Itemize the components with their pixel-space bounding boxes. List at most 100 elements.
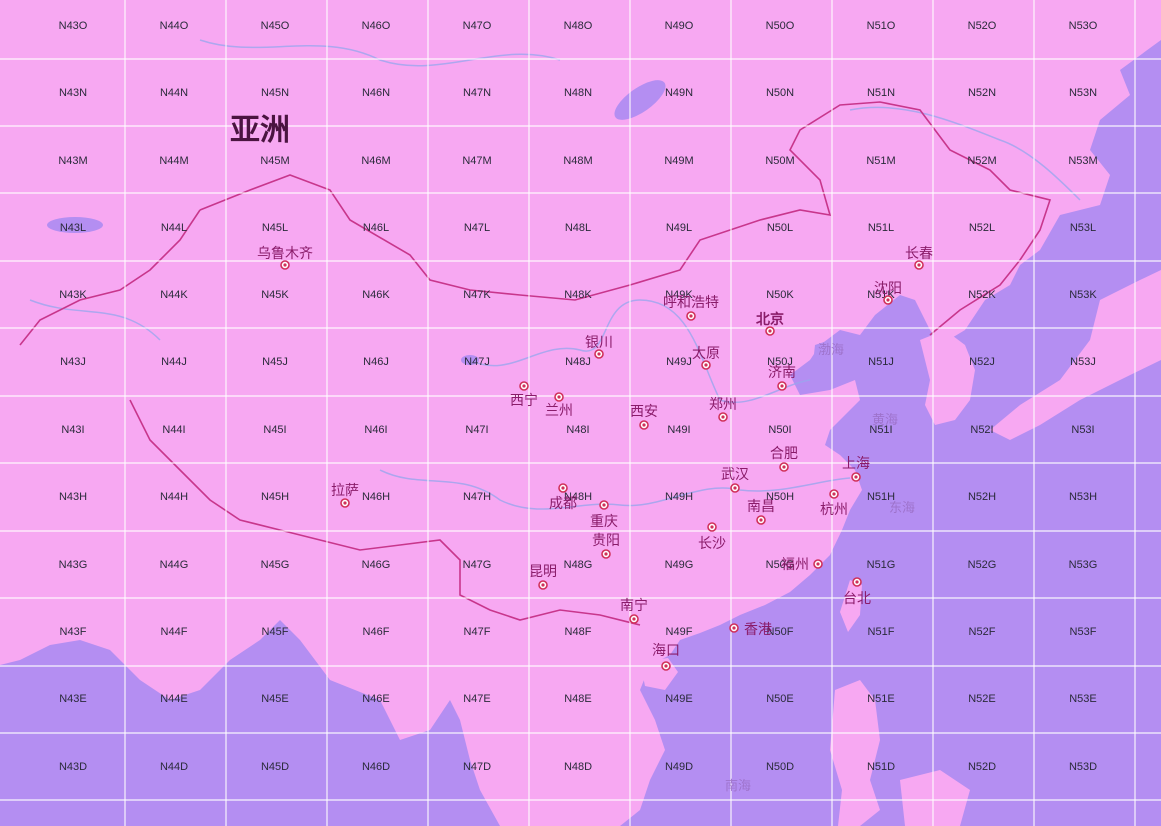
grid-cell-label[interactable]: N48G [564,559,593,571]
grid-cell-label[interactable]: N47L [464,222,490,234]
grid-cell-label[interactable]: N47E [463,693,491,705]
grid-cell-label[interactable]: N49K [665,289,693,301]
grid-cell-label[interactable]: N51M [866,155,895,167]
grid-cell-label[interactable]: N44F [161,626,188,638]
city-changchun[interactable]: 长春 [905,246,933,270]
grid-cell-label[interactable]: N51O [867,20,896,32]
grid-cell-label[interactable]: N53F [1070,626,1097,638]
grid-cell-label[interactable]: N48L [565,222,591,234]
grid-cell-label[interactable]: N48M [563,155,592,167]
grid-cell-label[interactable]: N50K [766,289,794,301]
grid-cell-label[interactable]: N51N [867,87,895,99]
city-haikou[interactable]: 海口 [652,643,680,671]
grid-cell-label[interactable]: N49M [664,155,693,167]
grid-cell-label[interactable]: N51F [868,626,895,638]
grid-cell-label[interactable]: N43I [61,424,84,436]
grid-cell-label[interactable]: N43K [59,289,87,301]
grid-cell-label[interactable]: N46K [362,289,390,301]
grid-cell-label[interactable]: N46I [364,424,387,436]
grid-cell-label[interactable]: N47K [463,289,491,301]
grid-cell-label[interactable]: N45G [261,559,290,571]
grid-cell-label[interactable]: N46L [363,222,389,234]
grid-cell-label[interactable]: N43N [59,87,87,99]
grid-cell-label[interactable]: N52J [969,356,995,368]
grid-cell-label[interactable]: N53M [1068,155,1097,167]
city-wuhan[interactable]: 武汉 [721,467,749,493]
city-xining[interactable]: 西宁 [510,381,538,409]
grid-cell-label[interactable]: N52M [967,155,996,167]
grid-cell-label[interactable]: N46H [362,491,390,503]
grid-cell-label[interactable]: N48E [564,693,592,705]
grid-cell-label[interactable]: N52F [969,626,996,638]
grid-cell-label[interactable]: N47D [463,761,491,773]
grid-cell-label[interactable]: N44M [159,155,188,167]
grid-cell-label[interactable]: N52O [968,20,997,32]
grid-cell-label[interactable]: N53N [1069,87,1097,99]
grid-cell-label[interactable]: N53G [1069,559,1098,571]
grid-cell-label[interactable]: N53O [1069,20,1098,32]
grid-cell-label[interactable]: N43G [59,559,88,571]
grid-cell-label[interactable]: N48J [565,356,591,368]
grid-cell-label[interactable]: N50J [767,356,793,368]
grid-cell-label[interactable]: N51G [867,559,896,571]
city-beijing[interactable]: 北京 [756,311,784,336]
grid-cell-label[interactable]: N45L [262,222,288,234]
grid-cell-label[interactable]: N45M [260,155,289,167]
city-yinchuan[interactable]: 银川 [585,335,613,359]
grid-cell-label[interactable]: N51L [868,222,894,234]
grid-cell-label[interactable]: N48K [564,289,592,301]
grid-cell-label[interactable]: N49F [666,626,693,638]
city-kunming[interactable]: 昆明 [529,564,557,590]
grid-cell-label[interactable]: N44H [160,491,188,503]
grid-cell-label[interactable]: N52L [969,222,995,234]
grid-cell-label[interactable]: N44E [160,693,188,705]
grid-cell-label[interactable]: N50O [766,20,795,32]
city-chengdu[interactable]: 成都 [549,483,577,512]
city-urumqi[interactable]: 乌鲁木齐 [257,246,313,270]
grid-cell-label[interactable]: N50D [766,761,794,773]
grid-cell-label[interactable]: N49D [665,761,693,773]
grid-cell-label[interactable]: N47F [464,626,491,638]
grid-cell-label[interactable]: N46M [361,155,390,167]
city-changsha[interactable]: 长沙 [698,522,726,552]
grid-cell-label[interactable]: N45F [262,626,289,638]
grid-cell-label[interactable]: N53I [1071,424,1094,436]
grid-cell-label[interactable]: N43J [60,356,86,368]
city-taiyuan[interactable]: 太原 [692,346,720,370]
grid-cell-label[interactable]: N52E [968,693,996,705]
grid-cell-label[interactable]: N47J [464,356,490,368]
grid-cell-label[interactable]: N44D [160,761,188,773]
grid-cell-label[interactable]: N44I [162,424,185,436]
grid-cell-label[interactable]: N49I [667,424,690,436]
grid-cell-label[interactable]: N46D [362,761,390,773]
grid-cell-label[interactable]: N52D [968,761,996,773]
grid-cell-label[interactable]: N52K [968,289,996,301]
city-fuzhou[interactable]: 福州 [781,557,823,573]
grid-cell-label[interactable]: N47M [462,155,491,167]
city-shanghai[interactable]: 上海 [842,456,870,482]
grid-cell-label[interactable]: N49H [665,491,693,503]
grid-cell-label[interactable]: N46O [362,20,391,32]
grid-cell-label[interactable]: N45I [263,424,286,436]
grid-cell-label[interactable]: N49G [665,559,694,571]
grid-cell-label[interactable]: N47N [463,87,491,99]
grid-cell-label[interactable]: N50L [767,222,793,234]
grid-cell-label[interactable]: N45K [261,289,289,301]
city-hefei[interactable]: 合肥 [770,446,798,472]
city-lanzhou[interactable]: 兰州 [545,392,573,419]
grid-cell-label[interactable]: N48F [565,626,592,638]
grid-cell-label[interactable]: N46J [363,356,389,368]
city-shenyang[interactable]: 沈阳 [874,281,902,305]
grid-cell-label[interactable]: N53L [1070,222,1096,234]
city-lhasa[interactable]: 拉萨 [331,483,359,508]
grid-cell-label[interactable]: N46G [362,559,391,571]
grid-cell-label[interactable]: N49L [666,222,692,234]
grid-cell-label[interactable]: N52G [968,559,997,571]
grid-cell-label[interactable]: N50H [766,491,794,503]
grid-cell-label[interactable]: N48I [566,424,589,436]
grid-cell-label[interactable]: N44N [160,87,188,99]
city-nanchang[interactable]: 南昌 [747,499,775,525]
city-hohhot[interactable]: 呼和浩特 [663,295,719,321]
grid-cell-label[interactable]: N43M [58,155,87,167]
